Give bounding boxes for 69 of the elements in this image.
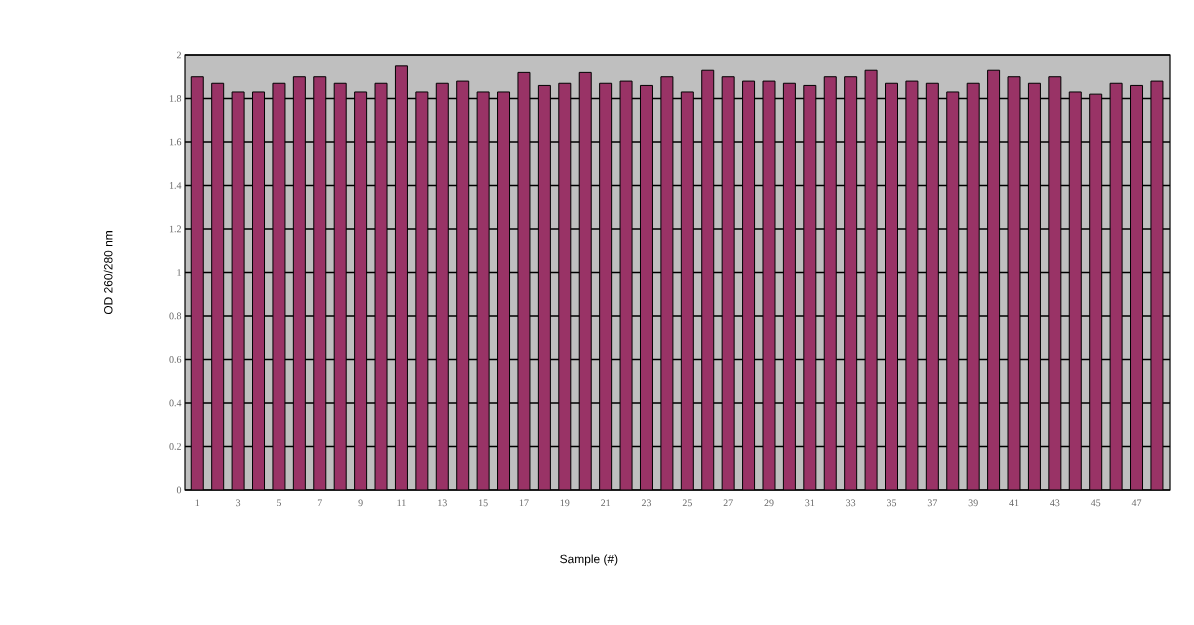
bar <box>292 76 306 490</box>
x-tick-label: 5 <box>277 499 282 507</box>
bar <box>497 91 511 490</box>
bar <box>537 84 551 490</box>
bar <box>1068 91 1082 490</box>
x-tick-label: 41 <box>1009 499 1019 507</box>
x-tick-label: 13 <box>438 499 447 507</box>
x-tick-label: 19 <box>560 499 570 507</box>
bar <box>925 82 939 490</box>
x-tick-label: 37 <box>927 499 938 507</box>
x-tick-label: 29 <box>764 499 774 507</box>
bar <box>394 65 408 490</box>
bar <box>639 84 653 490</box>
bar <box>885 82 898 490</box>
bar <box>844 76 858 490</box>
bar <box>782 82 796 490</box>
x-tick-label: 47 <box>1131 499 1142 507</box>
y-tick-label: 1.4 <box>169 182 182 189</box>
y-tick-label: 2 <box>176 51 181 59</box>
bar <box>252 91 266 490</box>
y-axis-title: OD 260/280 nm <box>103 231 113 315</box>
x-tick-label: 43 <box>1050 499 1060 507</box>
x-tick-label: 27 <box>723 499 733 507</box>
bar <box>558 82 572 490</box>
x-tick-label: 35 <box>887 499 897 507</box>
bar <box>1089 93 1103 490</box>
x-axis-title: Sample (#) <box>560 554 618 566</box>
x-tick-label: 39 <box>968 499 978 507</box>
x-tick-label: 1 <box>195 499 200 507</box>
bar <box>211 82 225 490</box>
x-tick-label: 23 <box>641 499 652 507</box>
bar <box>599 82 613 490</box>
bar <box>354 91 368 490</box>
x-tick-label: 45 <box>1090 499 1101 507</box>
x-tick-label: 11 <box>397 499 406 507</box>
y-tick-label: 1.6 <box>169 138 182 146</box>
y-tick-label: 1 <box>177 269 181 276</box>
y-tick-label: 0.4 <box>169 399 182 407</box>
x-tick-label: 33 <box>846 499 856 507</box>
x-tick-label: 9 <box>358 499 363 507</box>
bar <box>578 71 592 490</box>
bar <box>333 82 347 490</box>
bar <box>742 80 756 490</box>
x-tick-label: 7 <box>317 499 322 507</box>
y-tick-label: 0.2 <box>169 443 181 450</box>
bar <box>966 82 980 490</box>
y-tick-label: 0.6 <box>169 356 182 363</box>
y-tick-label: 1.8 <box>169 95 182 102</box>
bar <box>190 76 204 490</box>
bar <box>435 82 449 490</box>
x-tick-label: 3 <box>236 499 241 507</box>
bar <box>803 85 816 490</box>
y-tick-label: 0.8 <box>169 312 182 320</box>
x-tick-label: 15 <box>479 499 488 507</box>
bar <box>987 69 1001 490</box>
bar <box>1130 84 1144 490</box>
bar <box>313 76 327 490</box>
bar <box>1027 82 1041 490</box>
x-tick-label: 31 <box>805 499 815 507</box>
y-tick-label: 0 <box>176 486 182 494</box>
y-tick-label: 1.2 <box>169 225 181 233</box>
bar <box>701 69 715 490</box>
x-tick-label: 25 <box>682 499 692 507</box>
bar <box>946 91 960 490</box>
bar <box>823 76 837 490</box>
x-tick-label: 21 <box>601 499 611 507</box>
bar <box>456 80 470 490</box>
x-tick-label: 17 <box>519 499 529 507</box>
bar <box>680 91 694 490</box>
